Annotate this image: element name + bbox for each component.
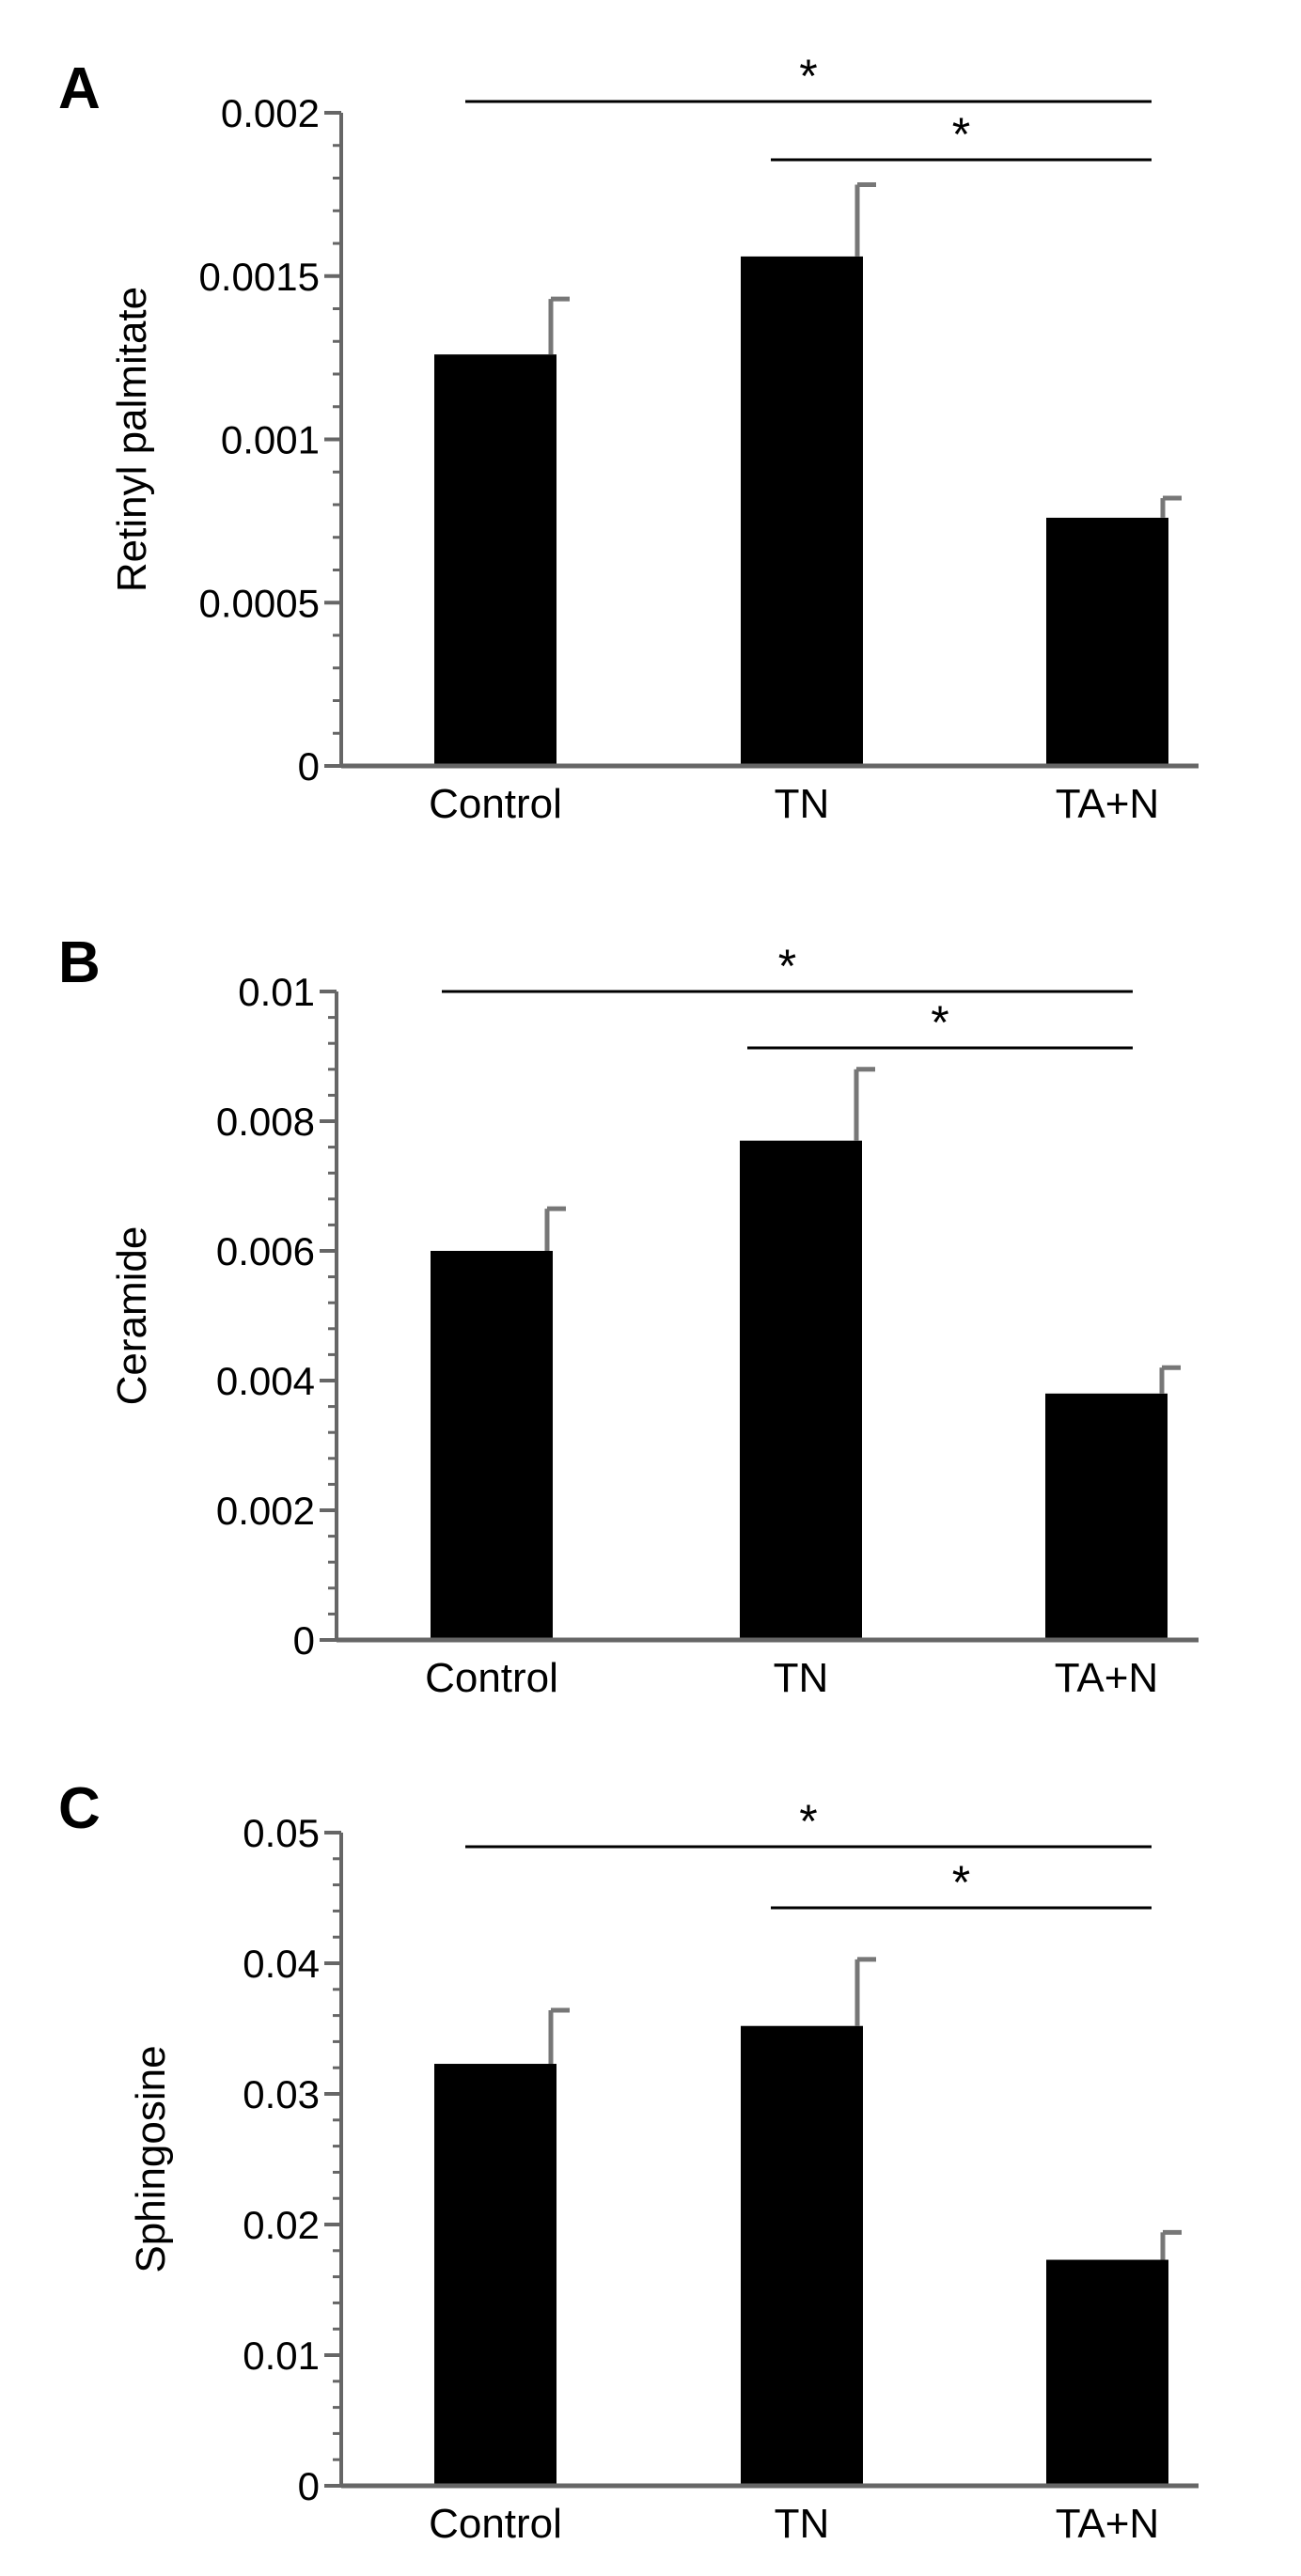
panel-a-y-tick-label-2: 0.001: [221, 418, 320, 462]
panel-a-significance-mark-1: *: [952, 108, 970, 161]
panel-a-label: A: [58, 56, 101, 121]
panel-b-bar-2: [1045, 1393, 1168, 1640]
panel-a-y-tick-label-1: 0.0005: [199, 581, 320, 625]
panel-b-x-tick-label-0: Control: [425, 1655, 558, 1701]
panel-a-y-axis-label: Retinyl palmitate: [109, 287, 155, 592]
panel-c-y-tick-label-2: 0.02: [243, 2203, 320, 2247]
panel-c-significance-mark-0: *: [799, 1795, 817, 1848]
panel-a-significance-mark-0: *: [799, 50, 817, 102]
panel-c-x-tick-label-2: TA+N: [1056, 2501, 1159, 2547]
panel-b-y-tick-label-1: 0.002: [216, 1489, 315, 1533]
panel-a-y-tick-label-4: 0.002: [221, 91, 320, 135]
panel-a-bar-2: [1046, 517, 1168, 766]
panel-b-significance-mark-1: *: [931, 996, 948, 1049]
panel-c-x-tick-label-0: Control: [429, 2501, 562, 2547]
panel-a-x-tick-label-2: TA+N: [1056, 781, 1159, 827]
panel-b-y-tick-label-5: 0.01: [238, 970, 315, 1014]
panel-c-y-tick-label-3: 0.03: [243, 2072, 320, 2116]
panel-c-bar-1: [741, 2025, 863, 2486]
panel-a-x-tick-label-0: Control: [429, 781, 562, 827]
panel-b-y-tick-label-3: 0.006: [216, 1229, 315, 1273]
panel-a-bar-0: [434, 354, 556, 766]
panel-c-x-tick-label-1: TN: [775, 2501, 830, 2547]
panel-b-x-tick-label-1: TN: [774, 1655, 829, 1701]
panel-c-y-axis-label: Sphingosine: [128, 2045, 174, 2272]
panel-c-label: C: [58, 1776, 101, 1841]
panel-b-bar-1: [740, 1140, 862, 1640]
panel-c-significance-mark-1: *: [952, 1856, 970, 1909]
panel-c-y-tick-label-0: 0: [298, 2464, 320, 2508]
panel-a-y-tick-label-0: 0: [298, 744, 320, 788]
panel-c-y-tick-label-4: 0.04: [243, 1942, 320, 1986]
panel-b-x-tick-label-2: TA+N: [1055, 1655, 1158, 1701]
panel-b-y-tick-label-4: 0.008: [216, 1100, 315, 1144]
panel-b-bar-0: [431, 1251, 553, 1640]
panel-b-y-axis-label: Ceramide: [109, 1226, 155, 1406]
panel-a-x-tick-label-1: TN: [775, 781, 830, 827]
panel-b-significance-mark-0: *: [778, 940, 796, 992]
panel-c-bar-2: [1046, 2259, 1168, 2486]
panel-b-y-tick-label-2: 0.004: [216, 1359, 315, 1403]
panel-b-label: B: [58, 930, 101, 995]
panel-c-y-tick-label-5: 0.05: [243, 1811, 320, 1855]
panel-a-y-tick-label-3: 0.0015: [199, 255, 320, 299]
panel-c-bar-0: [434, 2064, 556, 2486]
panel-b-y-tick-label-0: 0: [293, 1618, 315, 1663]
panel-c-y-tick-label-1: 0.01: [243, 2334, 320, 2378]
panel-a-bar-1: [741, 256, 863, 766]
